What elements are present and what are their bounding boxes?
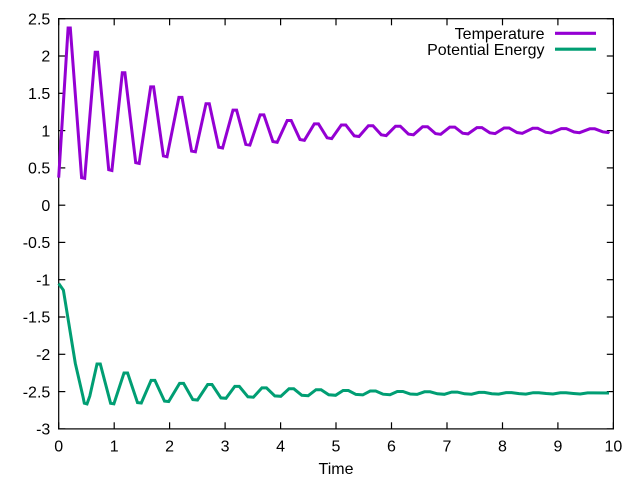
svg-text:-2.5: -2.5 (23, 384, 51, 401)
svg-text:0.5: 0.5 (28, 161, 50, 178)
svg-text:Temperature: Temperature (455, 26, 545, 43)
svg-text:6: 6 (387, 438, 396, 455)
svg-text:10: 10 (605, 438, 623, 455)
svg-text:9: 9 (553, 438, 562, 455)
svg-text:7: 7 (443, 438, 452, 455)
svg-text:-1: -1 (36, 272, 50, 289)
svg-text:-3: -3 (36, 422, 50, 439)
svg-text:Potential Energy: Potential Energy (427, 42, 544, 59)
svg-text:5: 5 (332, 438, 341, 455)
svg-text:2.5: 2.5 (28, 11, 50, 28)
svg-text:2: 2 (41, 49, 50, 66)
svg-text:-0.5: -0.5 (23, 235, 51, 252)
svg-text:1: 1 (110, 438, 119, 455)
svg-text:1: 1 (41, 123, 50, 140)
svg-text:-1.5: -1.5 (23, 310, 51, 327)
svg-text:-2: -2 (36, 347, 50, 364)
svg-text:3: 3 (221, 438, 230, 455)
svg-text:Time: Time (319, 461, 354, 478)
svg-text:8: 8 (498, 438, 507, 455)
svg-text:4: 4 (276, 438, 285, 455)
svg-text:0: 0 (41, 198, 50, 215)
svg-text:1.5: 1.5 (28, 86, 50, 103)
svg-text:2: 2 (165, 438, 174, 455)
svg-text:0: 0 (54, 438, 63, 455)
